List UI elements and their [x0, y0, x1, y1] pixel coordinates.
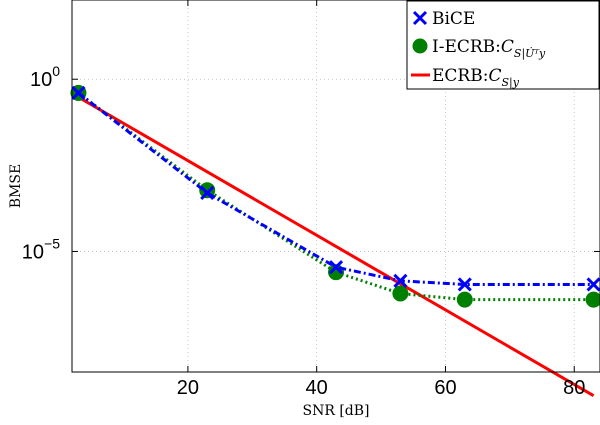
- y-tick-label: 10−5: [22, 235, 60, 263]
- data-point-0: [393, 273, 408, 288]
- data-point-1: [392, 285, 409, 302]
- x-tick-label: 20: [177, 377, 199, 399]
- x-tick-label: 80: [563, 377, 585, 399]
- x-tick-label: 40: [306, 377, 328, 399]
- legend-box: [406, 0, 600, 90]
- series-line-2: [77, 95, 595, 397]
- data-point-0: [586, 277, 600, 292]
- data-point-0: [200, 185, 215, 200]
- data-point-1: [456, 291, 473, 308]
- plot-frame: [71, 0, 600, 373]
- data-point-1: [585, 291, 600, 308]
- data-point-0: [328, 260, 344, 275]
- x-tick-labels: 20 40 60 80: [177, 0, 585, 399]
- series-layer: [70, 84, 600, 397]
- legend-marker-0: [412, 10, 428, 26]
- data-point-0: [71, 85, 86, 100]
- x-tick-label: 60: [434, 377, 456, 399]
- y-axis-label: BMSE: [8, 164, 24, 208]
- x-axis-label: SNR [dB]: [302, 403, 369, 419]
- y-tick-label: 100: [30, 63, 60, 91]
- series-line-0: [77, 91, 594, 286]
- legend-marker-1: [412, 38, 428, 54]
- data-point-0: [457, 277, 472, 292]
- legend-label-0: BiCE: [432, 9, 475, 29]
